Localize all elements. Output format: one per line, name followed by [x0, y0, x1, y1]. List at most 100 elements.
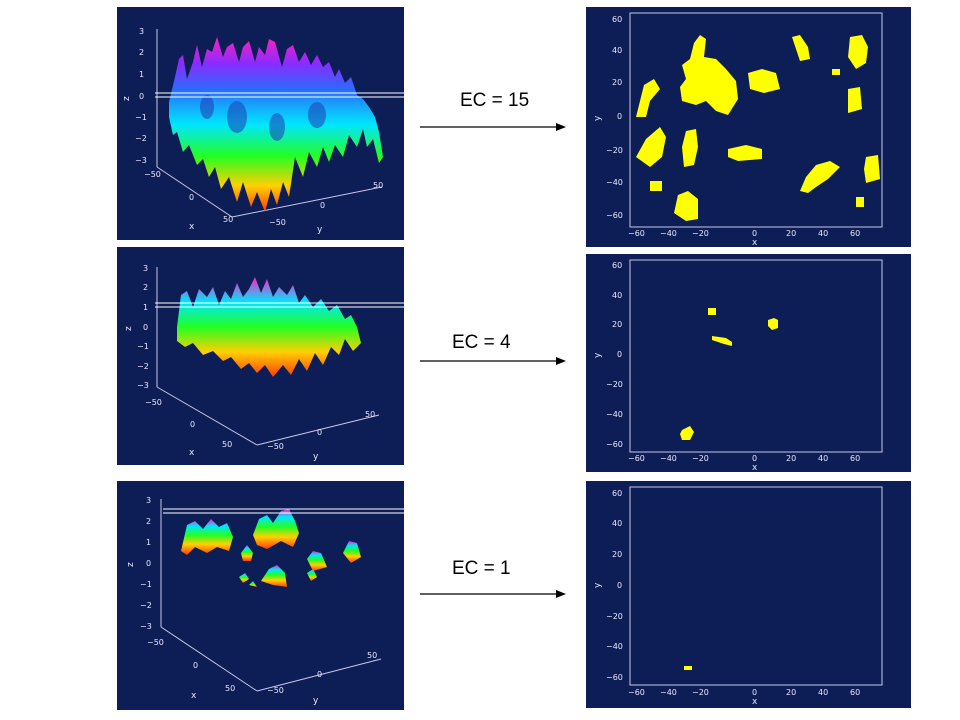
svg-text:−1: −1 — [135, 113, 147, 122]
svg-text:−50: −50 — [145, 398, 162, 407]
svg-text:−1: −1 — [137, 342, 149, 351]
surface-svg-1: 3 2 1 0 −1 −2 −3 z −50 0 50 x −50 0 50 y — [122, 27, 404, 235]
svg-text:0: 0 — [139, 92, 144, 101]
blob — [848, 87, 862, 113]
svg-text:−20: −20 — [692, 688, 709, 697]
ec-label-1: EC = 15 — [460, 90, 530, 111]
svg-text:−20: −20 — [692, 229, 709, 238]
peak — [343, 541, 361, 563]
excursion-blobs — [636, 35, 880, 221]
x-axis-label: x — [191, 691, 197, 701]
axes-frame — [156, 267, 380, 446]
svg-text:60: 60 — [612, 489, 622, 498]
surface-plot-3: 3 2 1 0 −1 −2 −3 z −50 0 50 x −50 0 50 y — [117, 481, 404, 710]
svg-text:50: 50 — [223, 215, 233, 224]
y-axis-label: y — [593, 115, 603, 121]
svg-text:20: 20 — [612, 320, 622, 329]
blob — [848, 35, 868, 69]
excursion-plot-2: 60 40 20 0 −20 −40 −60 y −60 −40 −20 0 2… — [586, 254, 911, 472]
z-tick-labels: 3 2 1 0 −1 −2 −3 — [135, 27, 147, 165]
svg-text:−3: −3 — [140, 622, 152, 631]
svg-text:−20: −20 — [606, 146, 623, 155]
peak — [307, 551, 327, 571]
z-axis-label: z — [126, 562, 136, 567]
y-tick-labels: −50 0 50 — [267, 410, 375, 451]
y-tick-labels: 60 40 20 0 −20 −40 −60 — [606, 261, 623, 449]
ec-label-3: EC = 1 — [452, 558, 511, 579]
blob — [680, 426, 694, 440]
svg-text:−60: −60 — [628, 454, 645, 463]
z-tick-labels: 3 2 1 0 −1 −2 −3 — [140, 496, 152, 631]
blob — [800, 161, 840, 193]
surface-svg-2: 3 2 1 0 −1 −2 −3 z −50 0 50 x −50 0 50 y — [124, 264, 404, 462]
svg-text:−50: −50 — [267, 686, 284, 695]
svg-text:0: 0 — [146, 559, 151, 568]
svg-text:−2: −2 — [140, 601, 152, 610]
svg-text:−2: −2 — [135, 134, 147, 143]
excursion-svg-1: 60 40 20 0 −20 −40 −60 y −60 −40 −20 0 2… — [593, 12, 883, 247]
svg-text:60: 60 — [612, 15, 622, 24]
threshold-plane — [163, 508, 404, 514]
threshold-plane — [155, 92, 404, 98]
x-axis-label: x — [189, 222, 195, 232]
svg-text:1: 1 — [139, 70, 144, 79]
svg-text:−1: −1 — [140, 580, 152, 589]
threshold-plane — [155, 302, 404, 308]
x-tick-labels: −60 −40 −20 0 20 40 60 — [628, 454, 860, 463]
arrow-3 — [420, 590, 566, 598]
blob — [856, 197, 864, 207]
blob — [682, 129, 698, 167]
peak — [239, 573, 249, 583]
svg-text:50: 50 — [222, 440, 232, 449]
svg-text:2: 2 — [143, 283, 148, 292]
surface-svg-3: 3 2 1 0 −1 −2 −3 z −50 0 50 x −50 0 50 y — [126, 496, 404, 706]
blob — [712, 336, 732, 346]
x-tick-labels: −60 −40 −20 0 20 40 60 — [628, 688, 860, 697]
blob — [708, 308, 716, 315]
x-axis-label: x — [752, 463, 758, 472]
peak — [241, 545, 253, 561]
x-axis-label: x — [752, 697, 758, 707]
y-tick-labels: −50 0 50 — [267, 651, 377, 695]
blob — [748, 69, 780, 93]
x-axis-label: x — [189, 448, 195, 458]
z-axis-label: z — [122, 96, 132, 101]
blob — [650, 181, 662, 191]
blob — [684, 666, 692, 670]
svg-text:1: 1 — [143, 303, 148, 312]
svg-text:−3: −3 — [135, 156, 147, 165]
peak — [261, 565, 287, 587]
plot-frame — [629, 486, 883, 686]
svg-text:1: 1 — [146, 538, 151, 547]
svg-text:−2: −2 — [137, 362, 149, 371]
svg-text:−50: −50 — [269, 218, 286, 227]
svg-text:0: 0 — [190, 420, 195, 429]
svg-text:−20: −20 — [692, 454, 709, 463]
plot-frame — [629, 12, 883, 228]
svg-text:20: 20 — [786, 688, 796, 697]
axes-frame — [156, 29, 383, 218]
y-axis-label: y — [317, 225, 323, 235]
y-axis-label: y — [593, 582, 603, 588]
surface-texture — [200, 95, 326, 141]
svg-text:3: 3 — [139, 27, 144, 36]
excursion-blobs — [684, 666, 692, 670]
svg-text:−50: −50 — [267, 442, 284, 451]
excursion-blobs — [680, 308, 778, 440]
svg-text:2: 2 — [139, 48, 144, 57]
svg-text:−60: −60 — [628, 688, 645, 697]
svg-text:50: 50 — [225, 684, 235, 693]
blob — [792, 35, 810, 61]
svg-text:0: 0 — [617, 581, 622, 590]
svg-text:40: 40 — [818, 454, 828, 463]
svg-text:0: 0 — [752, 688, 757, 697]
surface-plot-1: 3 2 1 0 −1 −2 −3 z −50 0 50 x −50 0 50 y — [117, 7, 404, 240]
x-tick-labels: −50 0 50 — [145, 398, 232, 449]
x-axis-label: x — [752, 238, 758, 247]
svg-text:3: 3 — [143, 264, 148, 273]
z-tick-labels: 3 2 1 0 −1 −2 −3 — [137, 264, 149, 390]
blob — [636, 79, 660, 117]
svg-text:−20: −20 — [606, 380, 623, 389]
svg-text:−40: −40 — [606, 642, 623, 651]
axes-frame — [160, 499, 382, 692]
